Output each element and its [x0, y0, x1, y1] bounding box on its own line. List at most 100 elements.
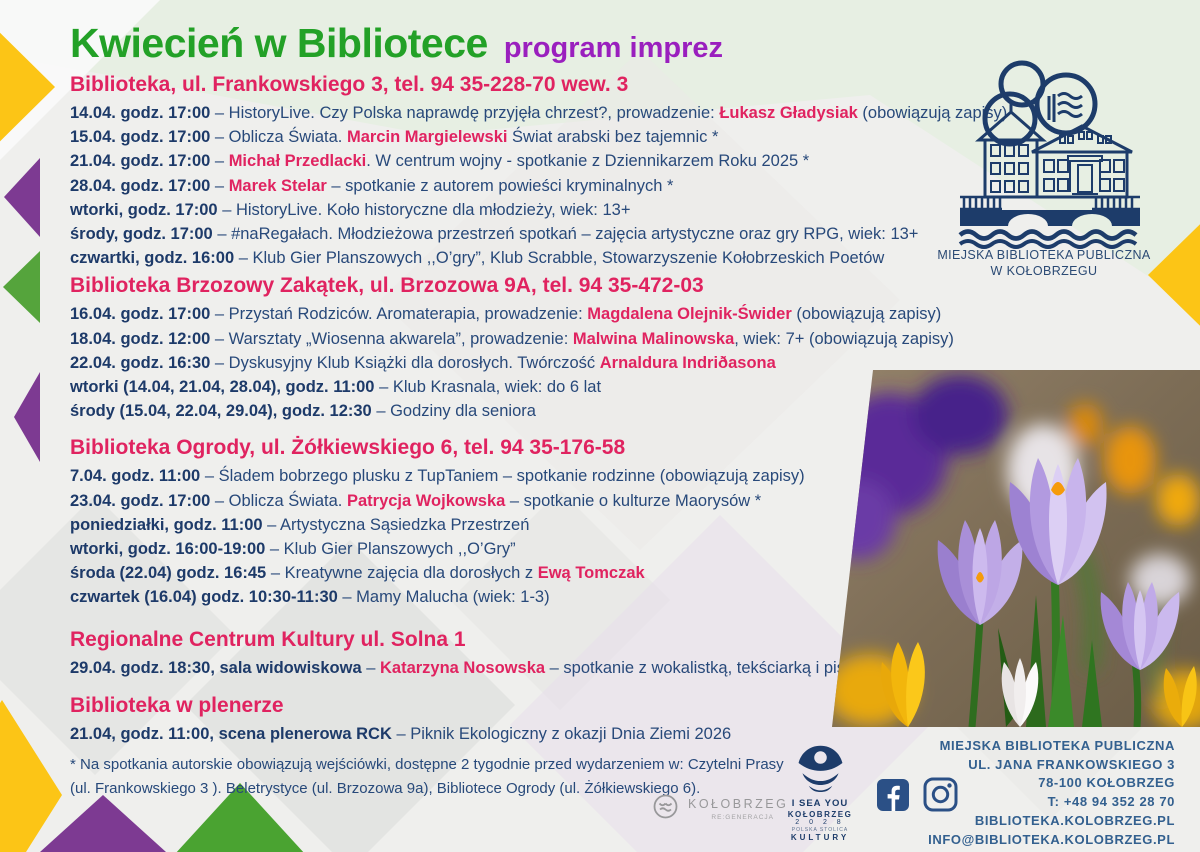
event-line: wtorki, godz. 16:00-19:00 – Klub Gier Pl…	[70, 537, 950, 561]
event-datetime: 7.04. godz. 11:00	[70, 467, 201, 486]
event-text: . W centrum wojny - spotkanie z Dziennik…	[366, 152, 810, 171]
event-text: – Mamy Malucha (wiek: 1-3)	[337, 588, 550, 607]
contact-line: MIEJSKA BIBLIOTEKA PUBLICZNA	[939, 738, 1175, 753]
person-name: Patrycja Wojkowska	[346, 491, 506, 510]
kolobrzeg-logo-icon	[653, 794, 678, 819]
event-text: – Przystań Rodziców. Aromaterapia, prowa…	[210, 305, 588, 324]
event-line: wtorki, godz. 17:00 – HistoryLive. Koło …	[70, 198, 950, 222]
person-name: Katarzyna Nosowska	[379, 658, 546, 677]
event-text: (obowiązują zapisy)	[857, 104, 1008, 122]
event-line: 15.04. godz. 17:00 – Oblicza Świata. Mar…	[70, 125, 950, 149]
event-text: , wiek: 7+ (obowiązują zapisy)	[734, 329, 954, 348]
instagram-icon[interactable]	[923, 777, 958, 812]
event-text: – spotkanie z wokalistką, tekściarką i p…	[545, 658, 884, 677]
event-line: środy, godz. 17:00 – #naRegałach. Młodzi…	[70, 222, 950, 246]
event-text: – HistoryLive. Czy Polska naprawdę przyj…	[210, 104, 720, 122]
person-name: Malwina Malinowska	[572, 329, 735, 348]
footnote: * Na spotkania autorskie obowiązują wejś…	[70, 753, 784, 800]
section-header: Biblioteka, ul. Frankowskiego 3, tel. 94…	[70, 73, 629, 96]
event-datetime: 15.04. godz. 17:00	[70, 128, 211, 147]
section-header: Biblioteka w plenerze	[70, 693, 284, 717]
event-line: 23.04. godz. 17:00 – Oblicza Świata. Pat…	[70, 489, 950, 513]
footnote-line: (ul. Frankowskiego 3 ). Beletrystyce (ul…	[70, 779, 701, 797]
event-line: 18.04. godz. 12:00 – Warsztaty „Wiosenna…	[70, 327, 954, 351]
event-list: 7.04. godz. 11:00 – Śladem bobrzego plus…	[70, 464, 950, 609]
event-datetime: środy, godz. 17:00	[70, 225, 213, 244]
event-datetime: czwartek (16.04) godz. 10:30-11:30	[70, 588, 338, 607]
event-text: – #naRegałach. Młodzieżowa przestrzeń sp…	[212, 225, 919, 244]
event-list: 21.04, godz. 11:00, scena plenerowa RCK …	[70, 722, 950, 746]
event-text: – Klub Gier Planszowych ,,O’gry”, Klub S…	[234, 249, 885, 268]
event-line: 21.04. godz. 17:00 – Michał Przedlacki. …	[70, 149, 950, 173]
person-name: Marcin Margielewski	[346, 128, 508, 147]
library-logo-caption: MIEJSKA BIBLIOTEKA PUBLICZNA	[937, 248, 1151, 262]
i-sea-you-line1: I SEA YOU	[791, 798, 849, 809]
event-datetime: 23.04. godz. 17:00	[70, 491, 211, 510]
event-line: wtorki (14.04, 21.04, 28.04), godz. 11:0…	[70, 375, 950, 399]
contact-line: 78-100 KOŁOBRZEG	[1038, 775, 1175, 791]
person-name: Arnaldura Indriðasona	[599, 353, 776, 372]
event-line: 22.04. godz. 16:30 – Dyskusyjny Klub Ksi…	[70, 351, 950, 375]
event-text: –	[361, 658, 380, 677]
library-logo	[958, 60, 1140, 249]
event-line: 29.04. godz. 18:30, sala widowiskowa – K…	[70, 656, 950, 680]
event-text: –	[210, 176, 229, 195]
event-datetime: 28.04. godz. 17:00	[70, 176, 211, 195]
event-text: – Dyskusyjny Klub Książki dla dorosłych.…	[210, 353, 600, 372]
i-sea-you-line4: POLSKA STOLICA	[791, 827, 849, 833]
footnote-line: * Na spotkania autorskie obowiązują wejś…	[70, 756, 784, 773]
person-name: Ewą Tomczak	[537, 564, 645, 583]
event-text: – Warsztaty „Wiosenna akwarela”, prowadz…	[210, 329, 573, 348]
i-sea-you-line2: KOŁOBRZEG	[787, 810, 853, 819]
facebook-icon[interactable]	[877, 779, 909, 811]
event-list: 29.04. godz. 18:30, sala widowiskowa – K…	[70, 656, 950, 680]
program-section: Biblioteka Brzozowy Zakątek, ul. Brzozow…	[70, 273, 954, 423]
person-name: Michał Przedlacki	[228, 152, 367, 171]
event-line: środa (22.04) godz. 16:45 – Kreatywne za…	[70, 561, 950, 585]
person-name: Magdalena Olejnik-Świder	[587, 305, 792, 324]
section-header: Biblioteka Brzozowy Zakątek, ul. Brzozow…	[70, 274, 704, 298]
poster-title-row: Kwiecień w Bibliotece program imprez	[70, 20, 723, 67]
event-datetime: wtorki (14.04, 21.04, 28.04), godz. 11:0…	[70, 378, 375, 397]
website-link[interactable]: BIBLIOTEKA.KOLOBRZEG.PL	[974, 812, 1175, 828]
event-text: – Godziny dla seniora	[371, 402, 536, 421]
event-text: – Klub Gier Planszowych ,,O’Gry”	[265, 540, 516, 559]
event-datetime: 29.04. godz. 18:30, sala widowiskowa	[70, 658, 362, 677]
contact-line: UL. JANA FRANKOWSKIEGO 3	[968, 756, 1175, 772]
person-name: Marek Stelar	[228, 176, 327, 195]
event-datetime: czwartki, godz. 16:00	[70, 249, 235, 268]
event-line: 7.04. godz. 11:00 – Śladem bobrzego plus…	[70, 464, 950, 488]
event-list: 14.04. godz. 17:00 – HistoryLive. Czy Po…	[70, 101, 1007, 270]
event-datetime: 14.04. godz. 17:00	[70, 104, 211, 122]
contact-line: T: +48 94 352 28 70	[1047, 794, 1175, 810]
poster-subtitle: program imprez	[503, 32, 724, 64]
event-text: –	[210, 152, 229, 171]
event-datetime: wtorki, godz. 17:00	[70, 200, 218, 219]
event-line: poniedziałki, godz. 11:00 – Artystyczna …	[70, 513, 950, 537]
event-datetime: 21.04, godz. 11:00, scena plenerowa RCK	[70, 724, 392, 743]
event-datetime: 18.04. godz. 12:00	[70, 329, 211, 348]
event-text: – Piknik Ekologiczny z okazji Dnia Ziemi…	[391, 724, 732, 743]
event-text: – Oblicza Świata.	[210, 128, 347, 147]
sections: Biblioteka, ul. Frankowskiego 3, tel. 94…	[70, 72, 1007, 746]
event-line: czwartki, godz. 16:00 – Klub Gier Plansz…	[70, 246, 950, 270]
event-datetime: 16.04. godz. 17:00	[70, 305, 211, 324]
event-text: – HistoryLive. Koło historyczne dla młod…	[217, 200, 631, 219]
person-name: Łukasz Gładysiak	[719, 104, 858, 122]
program-section: Regionalne Centrum Kultury ul. Solna 1 2…	[70, 627, 950, 680]
kolobrzeg-logo-subtext: RE:GENERACJA	[711, 814, 774, 821]
event-datetime: 22.04. godz. 16:30	[70, 353, 211, 372]
event-datetime: wtorki, godz. 16:00-19:00	[70, 540, 266, 559]
event-line: 21.04, godz. 11:00, scena plenerowa RCK …	[70, 722, 950, 746]
email-link[interactable]: INFO@BIBLIOTEKA.KOLOBRZEG.PL	[928, 831, 1175, 847]
event-datetime: środa (22.04) godz. 16:45	[70, 564, 267, 583]
event-text: – Oblicza Świata.	[210, 491, 347, 510]
i-sea-you-logo-icon	[798, 745, 843, 792]
event-datetime: środy (15.04, 22.04, 29.04), godz. 12:30	[70, 402, 372, 421]
event-text: Świat arabski bez tajemnic *	[507, 128, 719, 147]
event-line: 28.04. godz. 17:00 – Marek Stelar – spot…	[70, 174, 950, 198]
event-line: 14.04. godz. 17:00 – HistoryLive. Czy Po…	[70, 101, 1007, 125]
crocus-photo	[832, 370, 1200, 727]
section-header: Biblioteka Ogrody, ul. Żółkiewskiego 6, …	[70, 436, 626, 460]
